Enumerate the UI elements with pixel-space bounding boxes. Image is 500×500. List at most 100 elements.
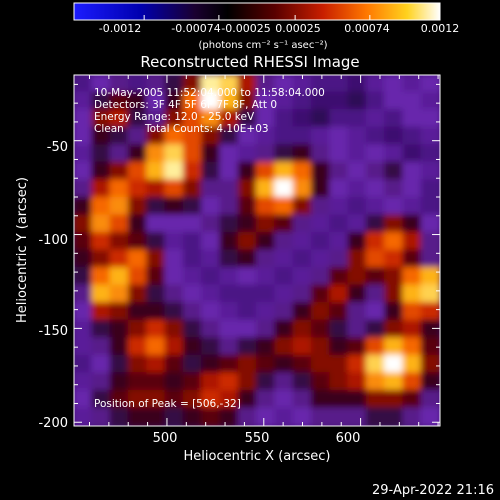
- y-tick-label--150: -150: [38, 324, 68, 339]
- heatmap-cell: [182, 109, 204, 129]
- heatmap-cell: [274, 337, 295, 357]
- heatmap-cell: [219, 407, 240, 426]
- heatmap-cell: [329, 372, 350, 392]
- heatmap-cell: [402, 196, 423, 217]
- heatmap-cell: [219, 91, 240, 112]
- heatmap-cell: [274, 91, 295, 112]
- heatmap-cell: [182, 126, 204, 147]
- heatmap-cell: [274, 161, 295, 182]
- chart-title: Reconstructed RHESSI Image: [140, 53, 359, 71]
- heatmap-cell: [420, 267, 440, 287]
- heatmap-cell: [310, 214, 332, 234]
- heatmap-cell: [164, 284, 185, 305]
- heatmap-cell: [347, 372, 368, 392]
- heatmap-cell: [164, 109, 185, 129]
- heatmap-cell: [420, 161, 440, 182]
- heatmap-cell: [256, 126, 277, 147]
- heatmap-cell: [347, 214, 368, 234]
- heatmap-cell: [274, 144, 295, 164]
- heatmap-cell: [274, 407, 295, 426]
- heatmap-cell: [74, 284, 94, 305]
- heatmap-cell: [292, 284, 313, 305]
- heatmap-cell: [182, 337, 204, 357]
- colorbar-unit-label: (photons cm⁻² s⁻¹ asec⁻²): [198, 40, 327, 51]
- heatmap-cell: [164, 75, 185, 94]
- heatmap-cell: [74, 231, 94, 252]
- heatmap-cell: [384, 407, 405, 426]
- heatmap-cell: [201, 214, 222, 234]
- heatmap-cell: [292, 354, 313, 375]
- heatmap-cell: [347, 179, 368, 199]
- heatmap-cell: [219, 75, 240, 94]
- heatmap-cell: [274, 354, 295, 375]
- heatmap-cell: [164, 407, 185, 426]
- heatmap-cell: [292, 161, 313, 182]
- heatmap-cell: [310, 337, 332, 357]
- heatmap-cell: [127, 214, 149, 234]
- heatmap-cell: [201, 407, 222, 426]
- heatmap-cell: [365, 267, 387, 287]
- heatmap-cell: [219, 389, 240, 410]
- heatmap-cell: [420, 319, 440, 340]
- heatmap-cell: [256, 389, 277, 410]
- heatmap-cell: [91, 407, 112, 426]
- heatmap-cell: [74, 179, 94, 199]
- heatmap-cell: [365, 337, 387, 357]
- heatmap-cell: [74, 91, 94, 112]
- heatmap-cell: [420, 75, 440, 94]
- heatmap-cell: [91, 109, 112, 129]
- heatmap-cell: [219, 214, 240, 234]
- heatmap-cell: [384, 91, 405, 112]
- heatmap-cell: [420, 144, 440, 164]
- heatmap-cell: [365, 179, 387, 199]
- heatmap-cell: [274, 214, 295, 234]
- heatmap-cell: [292, 231, 313, 252]
- heatmap-cell: [292, 75, 313, 94]
- heatmap-cell: [310, 91, 332, 112]
- heatmap-cell: [109, 214, 130, 234]
- heatmap-cell: [310, 267, 332, 287]
- heatmap-cell: [347, 354, 368, 375]
- heatmap-cell: [365, 214, 387, 234]
- heatmap-cell: [201, 91, 222, 112]
- heatmap-cell: [182, 389, 204, 410]
- heatmap-cell: [182, 144, 204, 164]
- heatmap-cell: [256, 284, 277, 305]
- heatmap-cell: [420, 179, 440, 199]
- y-tick-label--100: -100: [38, 233, 68, 248]
- heatmap-cell: [365, 75, 387, 94]
- heatmap-cell: [256, 75, 277, 94]
- heatmap-cell: [237, 372, 258, 392]
- heatmap-cell: [292, 407, 313, 426]
- heatmap-cell: [310, 179, 332, 199]
- heatmap-cell: [420, 91, 440, 112]
- heatmap-cell: [182, 249, 204, 270]
- heatmap-cell: [91, 302, 112, 322]
- heatmap-cell: [109, 161, 130, 182]
- heatmap-cell: [329, 91, 350, 112]
- heatmap-cell: [310, 109, 332, 129]
- heatmap-cell: [347, 407, 368, 426]
- heatmap-cell: [91, 196, 112, 217]
- heatmap-cell: [384, 179, 405, 199]
- heatmap-cell: [256, 179, 277, 199]
- heatmap-cell: [420, 231, 440, 252]
- heatmap-cell: [109, 319, 130, 340]
- heatmap-cell: [384, 389, 405, 410]
- heatmap-cell: [237, 284, 258, 305]
- x-tick-label-600: 600: [336, 431, 361, 446]
- heatmap-cell: [109, 249, 130, 270]
- heatmap-cell: [74, 389, 94, 410]
- heatmap-cell: [201, 249, 222, 270]
- heatmap-cell: [274, 75, 295, 94]
- heatmap-cell: [347, 249, 368, 270]
- heatmap-cell: [347, 144, 368, 164]
- heatmap-cell: [237, 354, 258, 375]
- heatmap-cell: [164, 91, 185, 112]
- heatmap-cell: [237, 267, 258, 287]
- heatmap-cell: [256, 91, 277, 112]
- heatmap-cell: [127, 91, 149, 112]
- heatmap-cell: [365, 196, 387, 217]
- heatmap-cell: [310, 231, 332, 252]
- heatmap-cell: [329, 144, 350, 164]
